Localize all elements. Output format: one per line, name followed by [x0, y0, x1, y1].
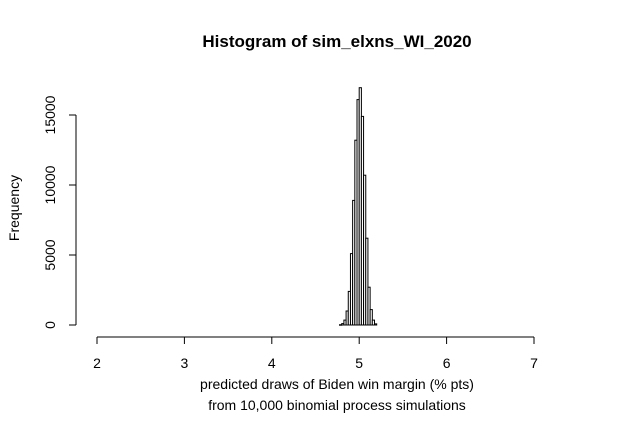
x-tick-label: 2 — [93, 355, 101, 371]
y-tick-label: 0 — [42, 321, 58, 329]
y-tick-label: 5000 — [42, 239, 58, 270]
y-axis-ticks: 0 5000 10000 15000 — [42, 95, 76, 329]
histogram-bar — [367, 286, 371, 326]
x-tick-label: 6 — [443, 355, 451, 371]
histogram-bars — [339, 87, 378, 326]
x-axis-ticks: 2 3 4 5 6 7 — [93, 337, 538, 371]
histogram-bar — [371, 319, 375, 326]
x-axis-label-line1: predicted draws of Biden win margin (% p… — [200, 376, 474, 392]
x-tick-label: 5 — [355, 355, 363, 371]
chart-title: Histogram of sim_elxns_WI_2020 — [202, 32, 471, 51]
x-tick-label: 7 — [530, 355, 538, 371]
y-tick-label: 10000 — [42, 165, 58, 204]
histogram-bar — [369, 309, 373, 326]
y-tick-label: 15000 — [42, 95, 58, 134]
x-axis-label-line2: from 10,000 binomial process simulations — [208, 397, 466, 413]
y-axis-label: Frequency — [6, 175, 22, 241]
x-tick-label: 3 — [181, 355, 189, 371]
x-tick-label: 4 — [268, 355, 276, 371]
histogram-bar — [374, 323, 378, 326]
histogram-bar — [365, 237, 369, 326]
